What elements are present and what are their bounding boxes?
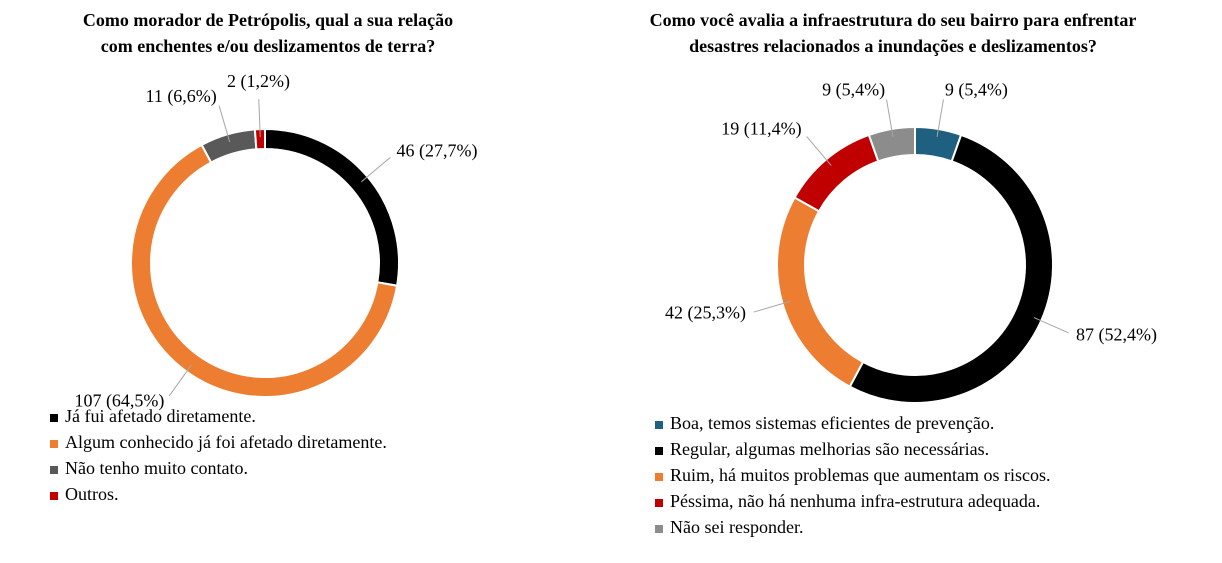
legend-swatch xyxy=(50,440,58,448)
leader-line xyxy=(753,300,791,313)
leader-line xyxy=(936,99,944,137)
donut-segment xyxy=(793,133,880,213)
leader-line xyxy=(258,99,261,138)
legend-label: Algum conhecido já foi afetado diretamen… xyxy=(65,432,387,452)
data-label: 11 (6,6%) xyxy=(145,86,216,107)
data-label: 2 (1,2%) xyxy=(227,71,290,92)
legend-label: Boa, temos sistemas eficientes de preven… xyxy=(670,413,994,433)
legend-label: Não sei responder. xyxy=(670,517,803,537)
donut-segment xyxy=(253,127,266,151)
legend-swatch xyxy=(655,447,663,455)
data-label: 42 (25,3%) xyxy=(665,302,746,323)
leader-line xyxy=(218,105,231,143)
leader-line xyxy=(886,99,894,137)
data-label: 46 (27,7%) xyxy=(397,140,478,161)
donut-segment xyxy=(848,133,1054,404)
legend-swatch xyxy=(50,492,58,500)
legend-swatch xyxy=(50,414,58,422)
chart-title: desastres relacionados a inundações e de… xyxy=(689,36,1097,56)
legend-label: Outros. xyxy=(65,484,119,504)
donut-segment xyxy=(130,143,399,398)
data-label: 87 (52,4%) xyxy=(1076,324,1157,345)
chart-title: Como morador de Petrópolis, qual a sua r… xyxy=(83,10,453,30)
legend-swatch xyxy=(655,499,663,507)
data-label: 9 (5,4%) xyxy=(945,80,1008,101)
leader-line xyxy=(361,156,391,183)
leader-line xyxy=(806,136,832,166)
data-label: 107 (64,5%) xyxy=(74,391,164,412)
legend-label: Não tenho muito contato. xyxy=(65,458,248,478)
legend-swatch xyxy=(655,421,663,429)
legend-swatch xyxy=(655,473,663,481)
legend-label: Regular, algumas melhorias são necessári… xyxy=(670,439,989,459)
data-label: 9 (5,4%) xyxy=(822,80,885,101)
donut-segment xyxy=(867,125,916,163)
legend-swatch xyxy=(655,525,663,533)
leader-line xyxy=(168,364,192,397)
chart-title: com enchentes e/ou deslizamentos de terr… xyxy=(101,36,435,56)
legend-label: Péssima, não há nenhuma infra-estrutura … xyxy=(670,491,1040,511)
data-label: 19 (11,4%) xyxy=(721,119,801,140)
legend-label: Já fui afetado diretamente. xyxy=(65,406,256,426)
donut-segment xyxy=(776,196,865,388)
donut-segment xyxy=(200,128,258,164)
leader-line xyxy=(1033,317,1069,334)
donut-segment xyxy=(264,127,400,287)
legend-label: Ruim, há muitos problemas que aumentam o… xyxy=(670,465,1050,485)
chart-title: Como você avalia a infraestrutura do seu… xyxy=(650,10,1137,30)
legend-swatch xyxy=(50,466,58,474)
